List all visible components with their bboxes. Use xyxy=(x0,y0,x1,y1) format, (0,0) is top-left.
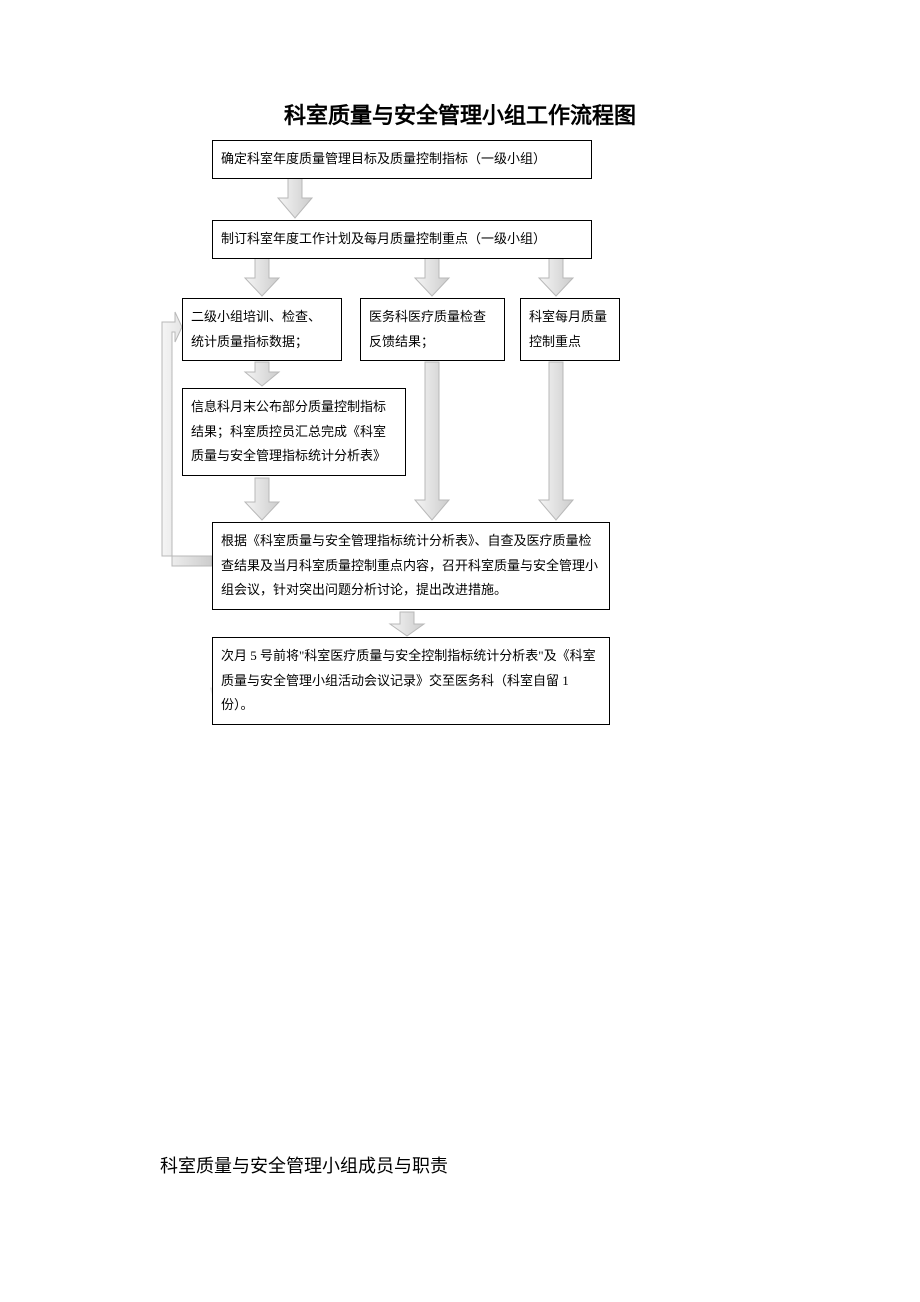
flow-node-2: 制订科室年度工作计划及每月质量控制重点（一级小组） xyxy=(212,220,592,259)
flow-node-6: 信息科月末公布部分质量控制指标结果；科室质控员汇总完成《科室质量与安全管理指标统… xyxy=(182,388,406,476)
flow-node-3: 二级小组培训、检查、统计质量指标数据； xyxy=(182,298,342,361)
flow-node-4: 医务科医疗质量检查反馈结果； xyxy=(360,298,505,361)
page-title: 科室质量与安全管理小组工作流程图 xyxy=(0,98,920,130)
footer-heading: 科室质量与安全管理小组成员与职责 xyxy=(160,1152,448,1178)
arrow-5 xyxy=(245,362,279,386)
arrow-6 xyxy=(415,362,449,520)
arrow-9 xyxy=(390,612,424,636)
flow-node-7: 根据《科室质量与安全管理指标统计分析表》、自查及医疗质量检查结果及当月科室质量控… xyxy=(212,522,610,610)
arrow-1 xyxy=(278,172,312,218)
arrow-8 xyxy=(245,478,279,520)
flow-node-8: 次月 5 号前将"科室医疗质量与安全控制指标统计分析表"及《科室质量与安全管理小… xyxy=(212,637,610,725)
flow-node-1: 确定科室年度质量管理目标及质量控制指标（一级小组） xyxy=(212,140,592,179)
flow-node-5: 科室每月质量控制重点 xyxy=(520,298,620,361)
arrow-7 xyxy=(539,362,573,520)
